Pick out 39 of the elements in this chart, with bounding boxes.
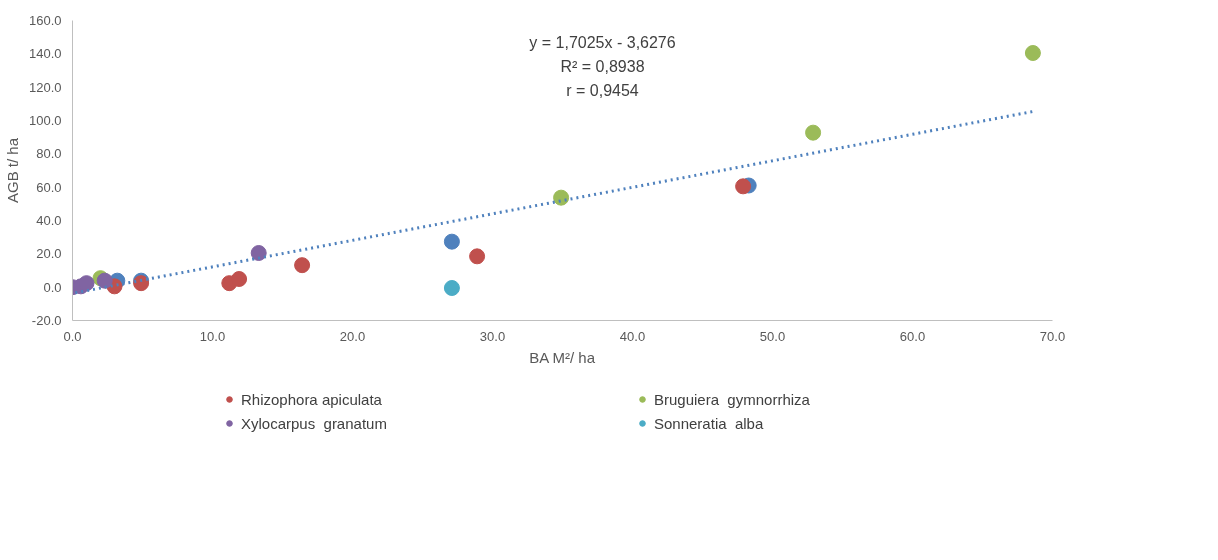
legend-label: Sonneratia alba: [654, 414, 765, 432]
point: [553, 189, 570, 206]
annotation: R² = 0,8938: [560, 57, 645, 75]
y-tick-label: 100.0: [28, 113, 62, 128]
x-tick-label: 0.0: [63, 328, 82, 344]
point: [250, 245, 267, 261]
y-tick-label: 160.0: [28, 13, 62, 28]
x-tick-label: 30.0: [479, 328, 506, 344]
y-tick-label: 20.0: [36, 246, 62, 262]
point: [443, 233, 460, 250]
point: [805, 124, 822, 141]
point: [469, 248, 486, 265]
point: [78, 275, 95, 292]
y-tick-label: 80.0: [36, 146, 62, 162]
point: [294, 257, 311, 274]
point: [443, 280, 460, 296]
point: [735, 178, 752, 195]
y-tick-label: -20.0: [31, 313, 62, 328]
x-tick-label: 10.0: [199, 328, 226, 344]
point: [1024, 45, 1041, 61]
legend-label: Bruguiera gymnorrhiza: [654, 390, 811, 408]
y-tick-label: 140.0: [28, 46, 62, 62]
y-tick-label: 0.0: [43, 279, 62, 295]
x-tick-label: 50.0: [759, 328, 786, 344]
x-tick-label: 40.0: [619, 328, 646, 344]
x-tick-label: 20.0: [339, 328, 366, 344]
legend-label: Xylocarpus granatum: [241, 414, 388, 432]
y-tick-label: 60.0: [36, 179, 62, 195]
x-tick-label: 60.0: [899, 328, 926, 344]
legend-label: Rhizophora apiculata: [241, 390, 383, 408]
annotation: y = 1,7025x - 3,6276: [529, 33, 676, 51]
y-tick-label: 40.0: [36, 213, 62, 228]
x-tick-label: 70.0: [1039, 328, 1066, 344]
point: [231, 271, 248, 287]
annotation: r = 0,9454: [566, 81, 639, 99]
point: [96, 272, 113, 289]
x-axis-title: BA M²/ ha: [529, 348, 596, 366]
y-tick-label: 120.0: [28, 79, 62, 95]
y-axis-title: AGB t/ ha: [3, 137, 21, 204]
